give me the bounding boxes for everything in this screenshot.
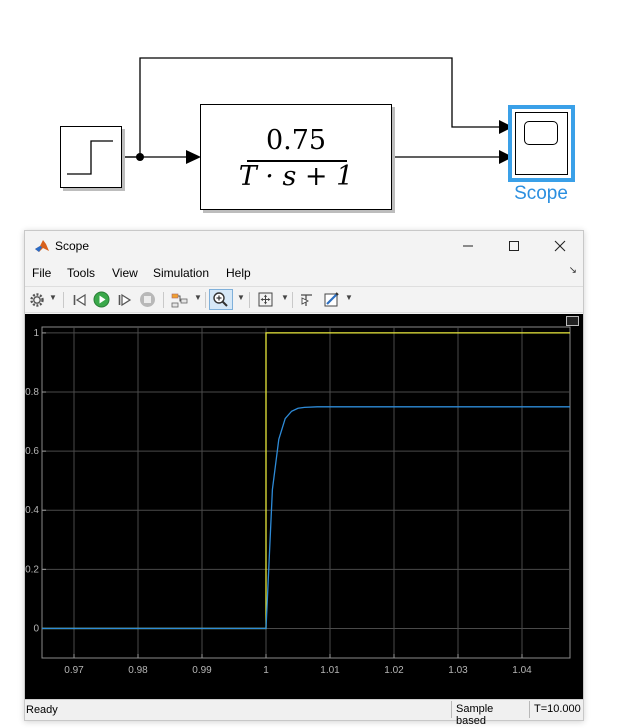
status-text: Ready: [26, 704, 58, 716]
y-tick-label: 0: [33, 623, 39, 634]
maximize-icon: [509, 241, 519, 251]
scope-plot-area[interactable]: 0.97 0.98 0.99 1 1.01 1.02 1.03 1.04 0 0.2 0.4 0.6 0…: [25, 314, 583, 699]
toolbar-separator: [249, 292, 250, 308]
scale-axes-button[interactable]: [257, 291, 274, 308]
x-tick-label: 0.97: [64, 665, 84, 676]
scope-block-body: [515, 112, 568, 175]
y-tick-label: 0.4: [25, 505, 39, 516]
menu-simulation[interactable]: Simulation: [153, 266, 210, 280]
tf-denominator: T · s + 1: [238, 161, 354, 192]
stop-button[interactable]: [139, 291, 156, 308]
step-forward-icon: [118, 293, 132, 306]
settings-button[interactable]: [29, 291, 45, 308]
status-sample-mode: Sample based: [451, 701, 529, 727]
minimize-button[interactable]: [445, 231, 491, 261]
dock-arrow-icon[interactable]: ↘: [568, 265, 577, 276]
y-tick-label: 0.8: [25, 387, 39, 398]
x-tick-label: 1.03: [448, 665, 468, 676]
tf-fraction-bar: [247, 160, 347, 162]
zoom-button[interactable]: [212, 291, 229, 308]
step-icon: [67, 140, 113, 175]
scope-plot[interactable]: 0.97 0.98 0.99 1 1.01 1.02 1.03 1.04 0 0.2 0.4 0.6 0…: [25, 314, 583, 699]
undock-legend-icon[interactable]: [566, 316, 579, 326]
toolbar-separator: [63, 292, 64, 308]
highlight-icon: [171, 293, 188, 307]
close-button[interactable]: [537, 231, 583, 261]
gear-icon: [30, 292, 44, 307]
tf-numerator: 0.75: [265, 125, 327, 156]
minimize-icon: [463, 245, 473, 247]
x-tick-label: 1.02: [384, 665, 404, 676]
step-block[interactable]: [60, 126, 122, 188]
scope-screen-icon: [524, 121, 558, 145]
step-back-button[interactable]: [71, 291, 87, 308]
highlight-simulink-button[interactable]: [171, 291, 189, 308]
scale-dropdown-icon[interactable]: ▼: [281, 293, 289, 302]
title-bar[interactable]: Scope: [25, 231, 583, 261]
x-tick-label: 1: [263, 665, 269, 676]
arrowhead: [186, 150, 201, 164]
toolbar-separator: [163, 292, 164, 308]
signal-trace-2[interactable]: [42, 406, 570, 630]
cursor-icon: [301, 294, 312, 306]
matlab-icon: [35, 240, 49, 252]
menu-file[interactable]: File: [32, 266, 52, 280]
menu-view[interactable]: View: [112, 266, 138, 280]
transfer-fcn-block[interactable]: 0.75 T · s + 1: [200, 104, 392, 210]
menu-help[interactable]: Help: [226, 266, 251, 280]
toolbar: ▼: [25, 286, 583, 313]
scope-window: Scope File Tools View Simulation Help ↘ …: [24, 230, 584, 727]
style-dropdown-icon[interactable]: ▼: [345, 293, 353, 302]
y-tick-label: 0.2: [25, 564, 39, 575]
status-time: T=10.000: [529, 701, 583, 718]
status-bar: Ready Sample based T=10.000: [25, 699, 583, 727]
zoom-dropdown-icon[interactable]: ▼: [237, 293, 245, 302]
x-tick-label: 1.01: [320, 665, 340, 676]
plot-axes[interactable]: [41, 326, 571, 659]
run-button[interactable]: [92, 291, 110, 308]
fit-icon: [258, 292, 273, 307]
menu-bar: File Tools View Simulation Help ↘: [25, 261, 583, 285]
branch-point: [136, 153, 144, 161]
toolbar-separator: [292, 292, 293, 308]
scope-block[interactable]: [508, 105, 575, 182]
style-button[interactable]: [323, 291, 340, 308]
close-icon: [554, 240, 566, 252]
arrowhead: [499, 150, 513, 164]
run-icon: [93, 291, 109, 308]
arrowhead: [499, 120, 513, 134]
highlight-dropdown-icon[interactable]: ▼: [194, 293, 202, 302]
x-tick-label: 0.99: [192, 665, 212, 676]
x-tick-label: 1.04: [512, 665, 532, 676]
window-title: Scope: [55, 239, 90, 253]
step-back-icon: [73, 293, 86, 306]
menu-tools[interactable]: Tools: [67, 266, 96, 280]
cursor-measurements-button[interactable]: [298, 291, 315, 308]
stop-icon: [140, 292, 155, 307]
simulink-diagram: 0.75 T · s + 1 Scope: [0, 0, 639, 225]
zoom-icon: [213, 292, 228, 307]
step-forward-button[interactable]: [116, 291, 132, 308]
maximize-button[interactable]: [491, 231, 537, 261]
toolbar-separator: [205, 292, 206, 308]
x-tick-label: 0.98: [128, 665, 148, 676]
style-icon: [324, 292, 339, 307]
signal-lines: [122, 57, 513, 164]
settings-dropdown-icon[interactable]: ▼: [49, 293, 57, 302]
scope-block-label: Scope: [514, 183, 568, 204]
y-tick-label: 1: [33, 328, 39, 339]
y-tick-label: 0.6: [25, 446, 39, 457]
